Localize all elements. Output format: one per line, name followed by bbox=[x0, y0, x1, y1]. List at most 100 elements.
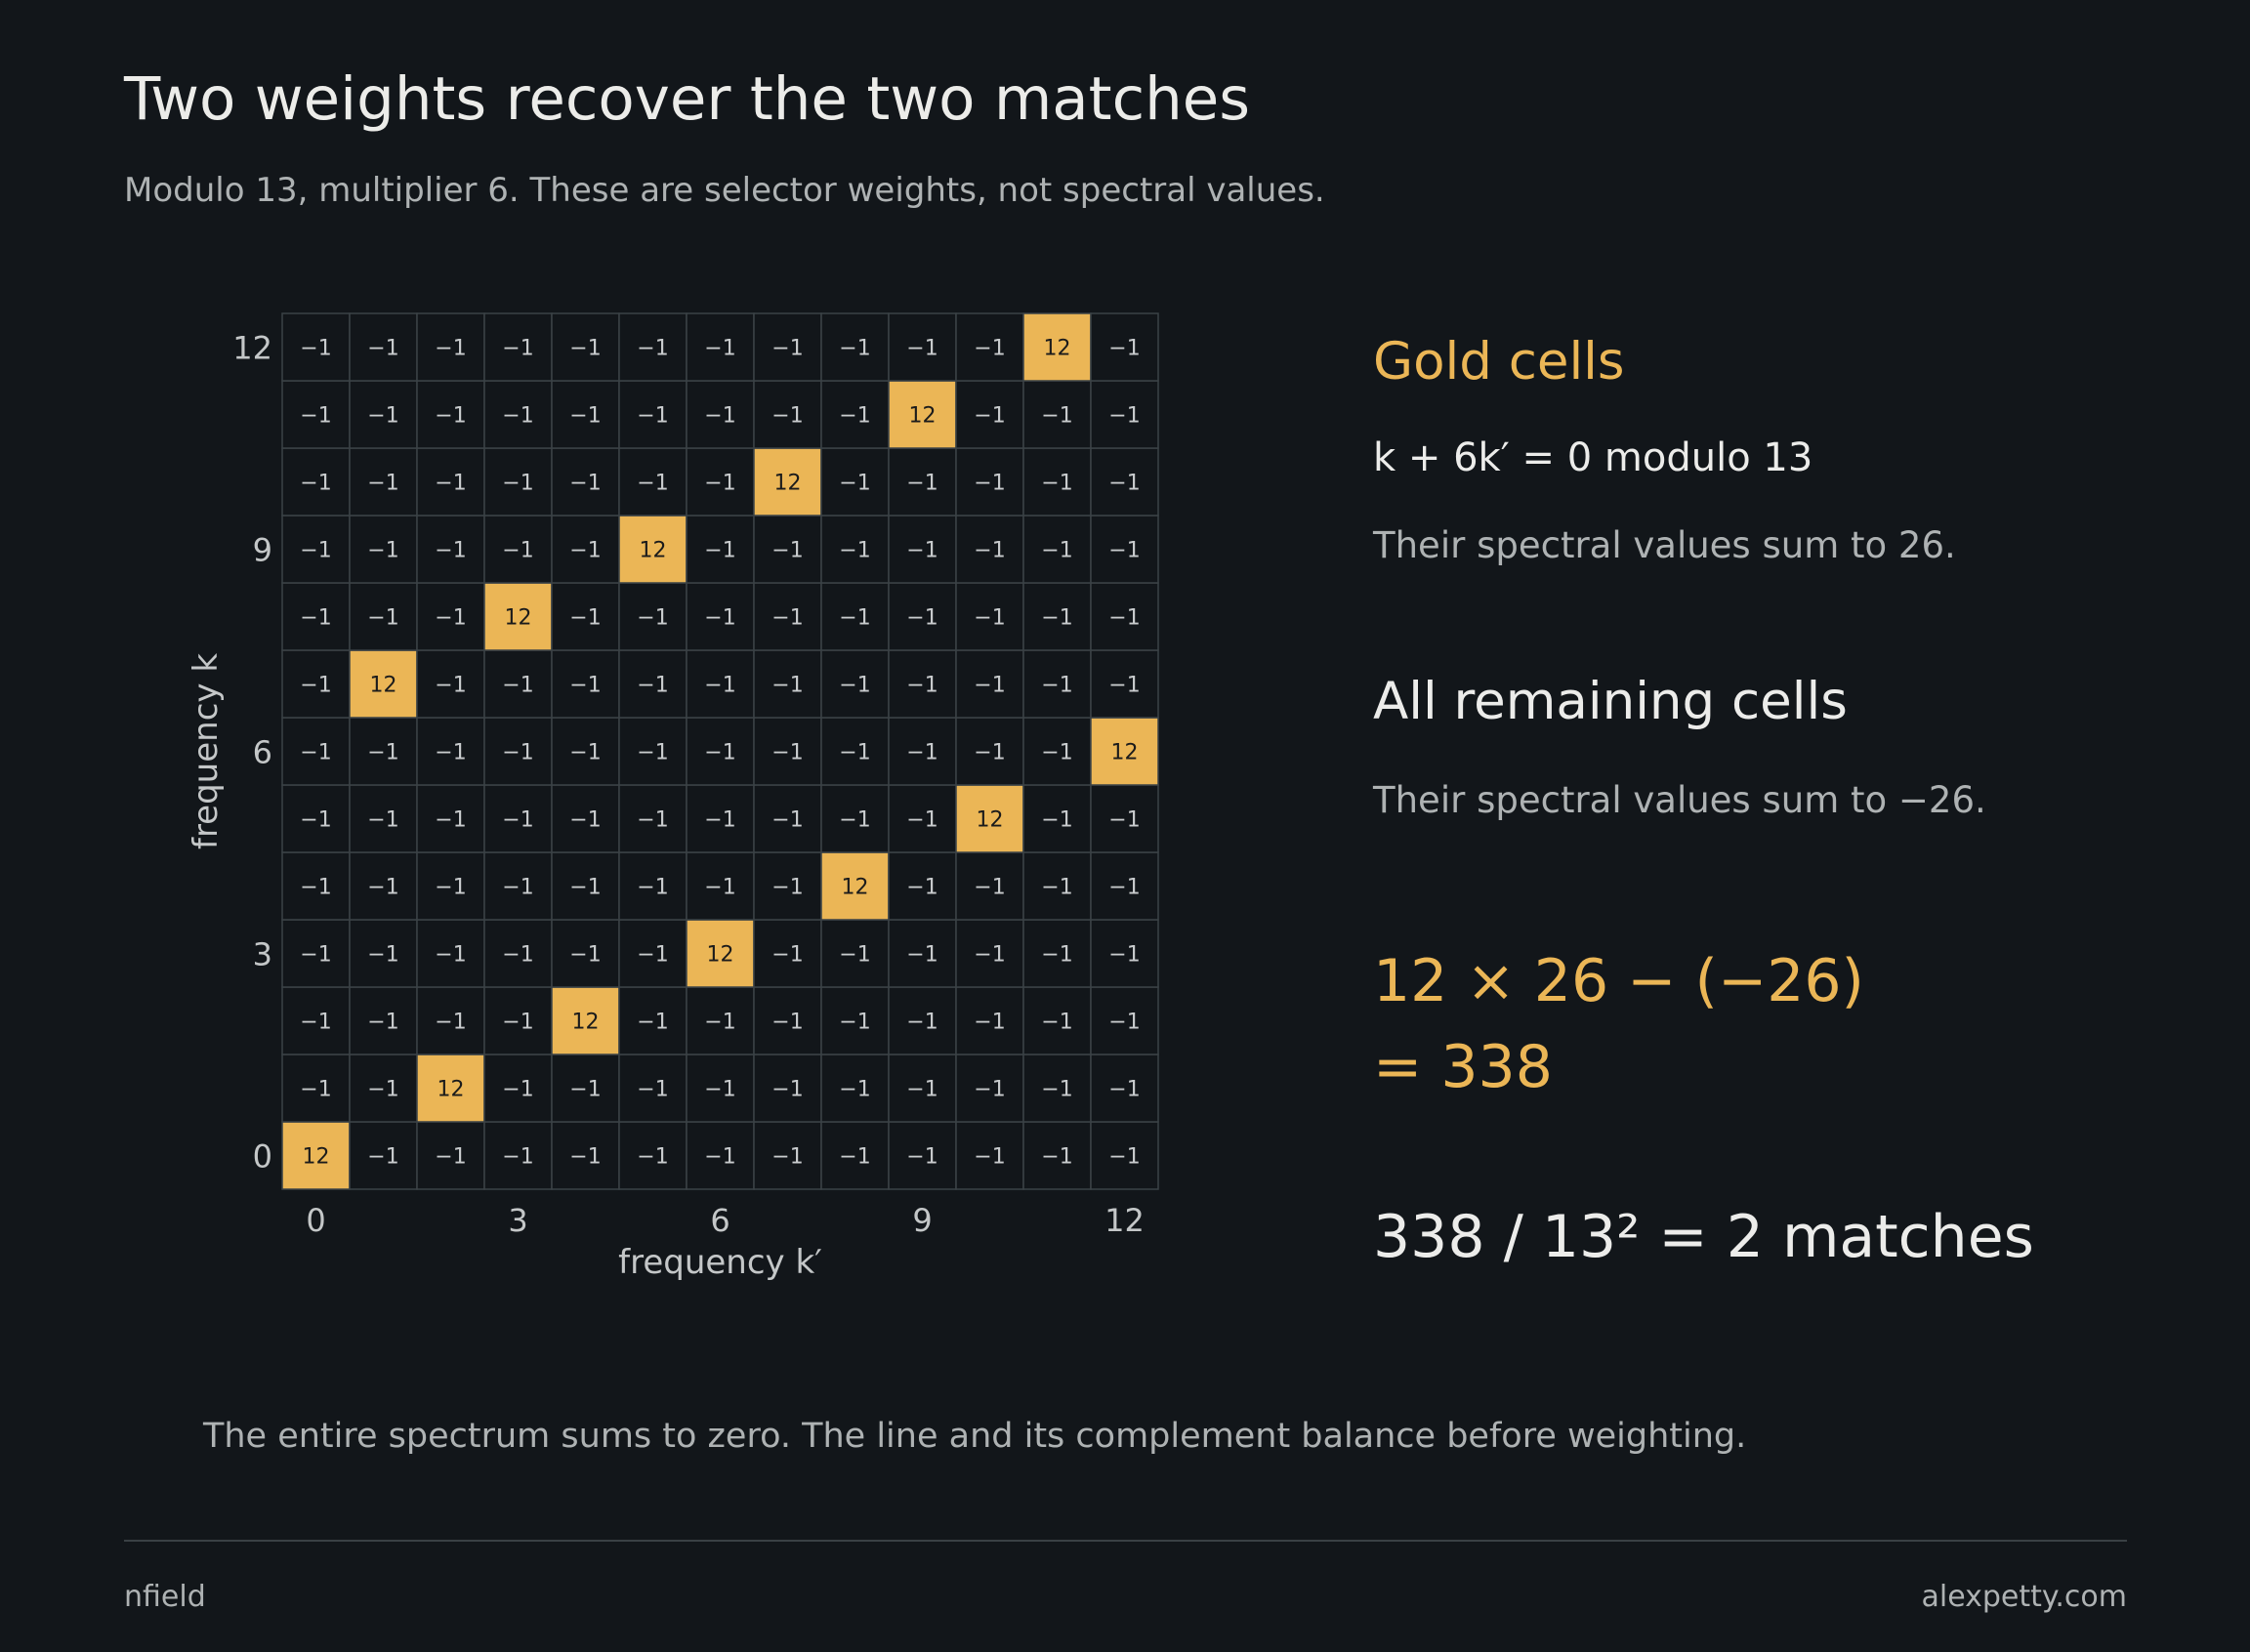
cell-value: −1 bbox=[839, 1011, 870, 1035]
heatmap-cell bbox=[753, 1053, 822, 1123]
cell-value: −1 bbox=[1041, 674, 1072, 698]
heatmap-cell bbox=[888, 1053, 957, 1123]
cell-value: −1 bbox=[839, 404, 870, 429]
cell-value: −1 bbox=[637, 674, 668, 698]
cell-value: 12 bbox=[505, 606, 532, 631]
cell-value: −1 bbox=[839, 674, 870, 698]
heatmap-cell bbox=[281, 717, 351, 786]
heatmap-cell bbox=[551, 447, 620, 516]
heatmap-cell bbox=[686, 380, 755, 449]
heatmap-cell bbox=[281, 312, 351, 382]
heatmap-cell bbox=[551, 380, 620, 449]
cell-value: −1 bbox=[637, 1078, 668, 1102]
cell-value: −1 bbox=[300, 1011, 331, 1035]
cell-value: −1 bbox=[502, 404, 533, 429]
cell-value: −1 bbox=[704, 674, 735, 698]
cell-value: −1 bbox=[569, 337, 601, 361]
heatmap-cell bbox=[618, 851, 688, 921]
cell-value: 12 bbox=[640, 539, 667, 563]
heatmap-cell bbox=[416, 312, 485, 382]
heatmap-cell bbox=[618, 380, 688, 449]
heatmap-cell bbox=[551, 784, 620, 853]
heatmap-cell bbox=[551, 1121, 620, 1190]
footer-site: alexpetty.com bbox=[1921, 1580, 2127, 1614]
heatmap-cell bbox=[1090, 784, 1159, 853]
cell-value: −1 bbox=[771, 876, 803, 900]
cell-value: −1 bbox=[569, 674, 601, 698]
heatmap-cell bbox=[686, 447, 755, 516]
cell-value: −1 bbox=[704, 472, 735, 496]
cell-value: −1 bbox=[1041, 539, 1072, 563]
cell-value: −1 bbox=[839, 741, 870, 765]
heatmap-cell bbox=[551, 312, 620, 382]
y-tick-label: 6 bbox=[253, 734, 272, 771]
cell-value: −1 bbox=[906, 1011, 938, 1035]
heatmap-cell bbox=[1090, 986, 1159, 1055]
cell-value: −1 bbox=[704, 337, 735, 361]
cell-value: −1 bbox=[1041, 1145, 1072, 1170]
gold-cells-note: Their spectral values sum to 26. bbox=[1373, 524, 1956, 566]
cell-value: −1 bbox=[367, 337, 398, 361]
gold-cells-heading: Gold cells bbox=[1373, 332, 1625, 392]
cell-value: −1 bbox=[974, 337, 1005, 361]
page-subtitle: Modulo 13, multiplier 6. These are selec… bbox=[124, 171, 1325, 210]
heatmap-cell bbox=[416, 986, 485, 1055]
cell-value: 12 bbox=[842, 876, 869, 900]
cell-value: −1 bbox=[300, 1078, 331, 1102]
cell-value: −1 bbox=[367, 1078, 398, 1102]
heatmap-cell bbox=[820, 312, 890, 382]
heatmap-cell bbox=[955, 1121, 1024, 1190]
heatmap-cell bbox=[349, 784, 418, 853]
cell-value: −1 bbox=[771, 404, 803, 429]
cell-value: −1 bbox=[1108, 472, 1140, 496]
cell-value: −1 bbox=[569, 472, 601, 496]
cell-value: −1 bbox=[502, 337, 533, 361]
cell-value: −1 bbox=[502, 472, 533, 496]
heatmap-cell bbox=[483, 515, 553, 584]
heatmap-cell bbox=[281, 851, 351, 921]
cell-value: −1 bbox=[300, 404, 331, 429]
cell-value: 12 bbox=[438, 1078, 465, 1102]
cell-value: −1 bbox=[1041, 606, 1072, 631]
heatmap-cell bbox=[1022, 986, 1092, 1055]
heatmap-cell bbox=[888, 851, 957, 921]
x-tick-label: 6 bbox=[710, 1202, 729, 1239]
match-count-result: 338 / 13² = 2 matches bbox=[1373, 1203, 2034, 1271]
heatmap-cell bbox=[955, 312, 1024, 382]
cell-value: −1 bbox=[569, 808, 601, 833]
gold-cell bbox=[618, 515, 688, 584]
cell-value: −1 bbox=[300, 943, 331, 968]
cell-value: −1 bbox=[906, 1145, 938, 1170]
heatmap-cell bbox=[349, 312, 418, 382]
cell-value: 12 bbox=[572, 1011, 600, 1035]
cell-value: −1 bbox=[1108, 808, 1140, 833]
heatmap-cell bbox=[281, 1053, 351, 1123]
heatmap-cell bbox=[820, 649, 890, 719]
cell-value: 12 bbox=[774, 472, 802, 496]
cell-value: −1 bbox=[771, 808, 803, 833]
cell-value: −1 bbox=[1108, 876, 1140, 900]
gold-cell bbox=[1022, 312, 1092, 382]
cell-value: −1 bbox=[435, 337, 466, 361]
remaining-cells-heading: All remaining cells bbox=[1373, 672, 1848, 731]
cell-value: −1 bbox=[435, 674, 466, 698]
cell-value: −1 bbox=[974, 674, 1005, 698]
remaining-cells-note: Their spectral values sum to −26. bbox=[1373, 779, 1986, 821]
cell-value: −1 bbox=[906, 539, 938, 563]
cell-value: −1 bbox=[1041, 943, 1072, 968]
heatmap-cell bbox=[618, 1121, 688, 1190]
heatmap-cell bbox=[753, 1121, 822, 1190]
heatmap-cell bbox=[753, 582, 822, 651]
heatmap-cell bbox=[1022, 515, 1092, 584]
cell-value: 12 bbox=[1111, 741, 1139, 765]
heatmap-cell bbox=[349, 919, 418, 988]
cell-value: −1 bbox=[569, 539, 601, 563]
cell-value: −1 bbox=[839, 1078, 870, 1102]
cell-value: −1 bbox=[839, 606, 870, 631]
cell-value: −1 bbox=[502, 943, 533, 968]
heatmap-cell bbox=[416, 582, 485, 651]
cell-value: −1 bbox=[974, 1078, 1005, 1102]
heatmap-cell bbox=[281, 515, 351, 584]
cell-value: −1 bbox=[502, 1145, 533, 1170]
cell-value: −1 bbox=[367, 606, 398, 631]
